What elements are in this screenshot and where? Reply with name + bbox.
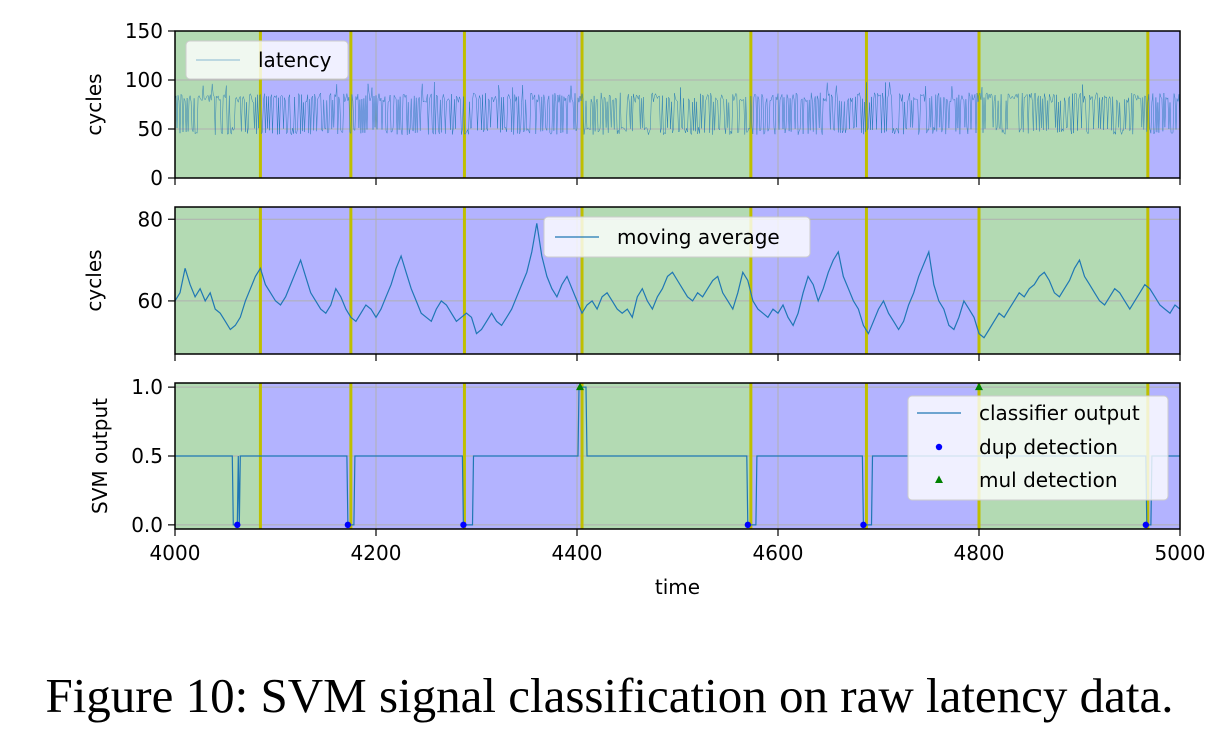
legend: moving average <box>543 216 811 258</box>
plot-area <box>175 81 1180 136</box>
y-axis-label: cycles <box>82 73 106 135</box>
legend-dup-marker <box>935 443 943 451</box>
y-tick-label: 100 <box>125 68 163 92</box>
series-moving-average <box>175 223 1180 339</box>
mul-detection-point <box>576 382 585 391</box>
figure-chart: 0 50 100 150 cycles latency 60 80 cycles moving a… <box>82 19 1205 599</box>
segment-class-b <box>1147 207 1180 354</box>
dup-detection-point <box>744 521 752 529</box>
x-tick-label: 4000 <box>150 541 201 565</box>
figure-caption: Figure 10: SVM signal classification on … <box>45 668 1174 723</box>
panel-2: 60 80 cycles moving average <box>82 206 1181 361</box>
legend: classifier output dup detection mul detect… <box>907 395 1169 501</box>
mul-detection-point <box>975 382 983 391</box>
legend-box <box>543 216 811 258</box>
x-tick-label: 4400 <box>552 541 603 565</box>
segment-class-a <box>175 207 261 354</box>
y-axis-label: SVM output <box>88 398 112 514</box>
dup-detection-point <box>1142 521 1150 529</box>
legend-label-latency: latency <box>258 48 332 72</box>
x-tick-label: 4800 <box>954 541 1005 565</box>
panel-1: 0 50 100 150 cycles latency <box>82 19 1181 190</box>
legend-mul-marker <box>935 475 943 483</box>
segment-class-b <box>260 207 351 354</box>
y-tick-label: 150 <box>125 19 163 43</box>
legend: latency <box>185 40 349 80</box>
dup-detection-point <box>860 521 867 529</box>
x-axis-label: time <box>655 575 700 599</box>
dup-detection-point <box>460 521 467 529</box>
dup-detection-point <box>234 521 241 529</box>
segment-class-b <box>866 31 979 178</box>
legend-label-moving-average: moving average <box>617 225 780 249</box>
y-axis-label: cycles <box>82 249 106 311</box>
y-tick-label: 80 <box>138 207 163 231</box>
y-tick-label: 0.5 <box>131 444 163 468</box>
legend-label-mul-detection: mul detection <box>979 468 1118 492</box>
legend-box <box>907 395 1169 501</box>
segment-class-b <box>866 207 979 354</box>
y-tick-label: 0 <box>150 166 163 190</box>
dup-detection-point <box>344 521 352 529</box>
segment-class-a <box>979 207 1148 354</box>
segment-class-b <box>350 207 465 354</box>
legend-label-classifier-output: classifier output <box>979 401 1140 425</box>
y-tick-label: 60 <box>138 289 163 313</box>
y-tick-label: 1.0 <box>131 375 163 399</box>
axes-frame <box>174 206 1181 355</box>
x-tick-label: 4600 <box>753 541 804 565</box>
legend-box <box>185 40 349 80</box>
panel-3: 4000 4200 4400 4600 4800 5000 0.0 0.5 1.0 SVM out… <box>88 375 1205 599</box>
y-tick-label: 50 <box>138 117 163 141</box>
axes-frame <box>174 30 1181 179</box>
x-tick-label: 4200 <box>351 541 402 565</box>
x-tick-label: 5000 <box>1155 541 1206 565</box>
plot-area <box>175 223 1180 339</box>
segment-class-a <box>979 31 1148 178</box>
legend-label-dup-detection: dup detection <box>979 435 1118 459</box>
segment-class-b <box>350 31 465 178</box>
segment-class-b <box>750 31 867 178</box>
y-tick-label: 0.0 <box>131 513 163 537</box>
series-latency <box>175 81 1180 136</box>
